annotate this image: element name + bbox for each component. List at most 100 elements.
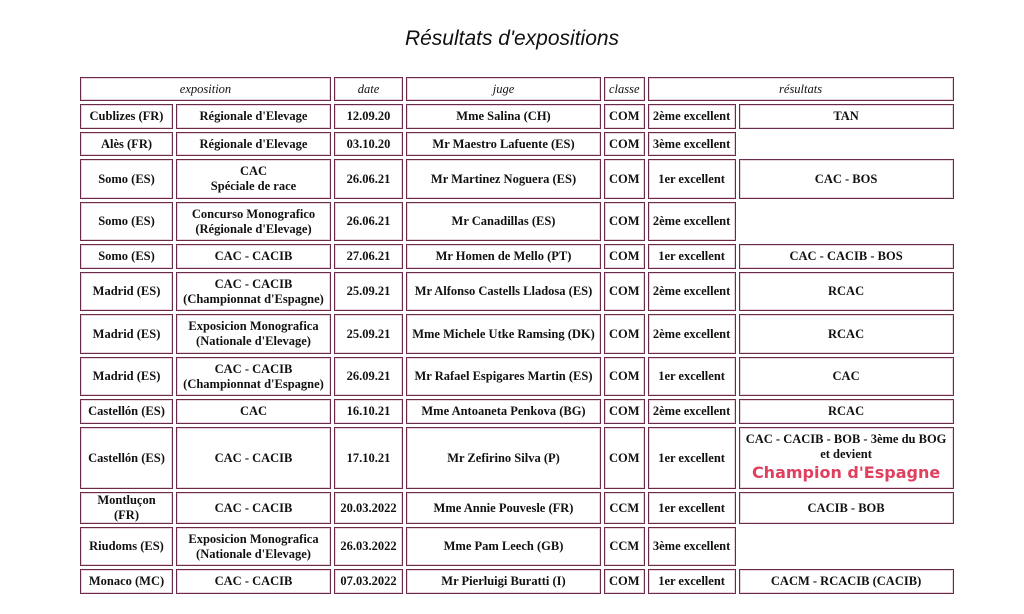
qualification: 3ème excellent: [652, 539, 731, 553]
date-cell: 26.06.21: [334, 202, 403, 241]
juge: Mr Maestro Lafuente (ES): [432, 136, 575, 151]
lieu: Monaco (MC): [88, 574, 165, 588]
qualif-cell: 1er excellent: [647, 427, 736, 489]
qualification: 1er excellent: [658, 249, 725, 263]
type-line: Exposicion Monografica: [188, 319, 319, 333]
classe-cell: COM: [604, 132, 645, 156]
type-line: (Championnat d'Espagne): [183, 376, 324, 391]
resultat-line: RCAC: [828, 326, 865, 341]
qualification: 1er excellent: [658, 574, 725, 588]
lieu-cell: Madrid (ES): [80, 272, 173, 311]
qualification: 1er excellent: [658, 171, 725, 186]
classe-cell: COM: [604, 357, 645, 396]
date-cell: 26.09.21: [334, 357, 403, 396]
lieu: Alès (FR): [100, 136, 153, 151]
qualification: 1er excellent: [658, 500, 725, 515]
juge-cell: Mme Annie Pouvesle (FR): [406, 492, 601, 524]
classe: COM: [609, 404, 640, 418]
qualif-cell: 1er excellent: [647, 569, 736, 594]
type-cell: CAC - CACIB: [176, 569, 331, 594]
date: 26.06.21: [346, 171, 391, 186]
type-line: CAC - CACIB: [214, 276, 293, 291]
table-row: Monaco (MC) CAC - CACIB 07.03.2022 Mr Pierl…: [80, 569, 954, 594]
type-cell: CAC - CACIB (Championnat d'Espagne): [176, 272, 331, 311]
lieu-cell: Somo (ES): [80, 244, 173, 269]
resultat-cell: RCAC: [738, 314, 954, 354]
resultat-line: CACM - RCACIB (CACIB): [770, 574, 922, 588]
resultat-cell: RCAC: [738, 399, 954, 424]
header-classe: classe: [604, 77, 645, 101]
type-cell: Concurso Monografico (Régionale d'Elevage…: [176, 202, 331, 241]
lieu-cell: Castellón (ES): [80, 399, 173, 424]
qualification: 2ème excellent: [652, 109, 731, 123]
table-row: Cublizes (FR) Régionale d'Elevage 12.09.20…: [80, 104, 954, 129]
page-title: Résultats d'expositions: [404, 27, 620, 50]
type-line: CAC - CACIB: [214, 450, 293, 465]
type-line: (Nationale d'Elevage): [196, 334, 311, 348]
juge: Mr Pierluigi Buratti (I): [441, 574, 566, 588]
classe: COM: [609, 171, 640, 186]
resultat-cell: [738, 132, 954, 156]
date: 26.03.2022: [340, 539, 397, 553]
date: 20.03.2022: [340, 500, 397, 515]
date-cell: 20.03.2022: [334, 492, 403, 524]
resultat-line: RCAC: [828, 404, 865, 418]
date-cell: 25.09.21: [334, 314, 403, 354]
classe: COM: [609, 136, 640, 151]
type-cell: Régionale d'Elevage: [176, 104, 331, 129]
type-cell: Régionale d'Elevage: [176, 132, 331, 156]
lieu-cell: Somo (ES): [80, 159, 173, 199]
resultat-line: CAC - CACIB - BOB - 3ème du BOG: [745, 432, 947, 446]
juge-cell: Mr Homen de Mello (PT): [406, 244, 601, 269]
header-resultats: résultats: [647, 77, 954, 101]
table-row: Riudoms (ES) Exposicion Monografica (Natio…: [80, 527, 954, 566]
lieu-cell: Castellón (ES): [80, 427, 173, 489]
classe-cell: CCM: [604, 492, 645, 524]
classe-cell: COM: [604, 569, 645, 594]
classe: COM: [609, 450, 640, 465]
table-row: Madrid (ES) Exposicion Monografica (Nation…: [80, 314, 954, 354]
date-cell: 12.09.20: [334, 104, 403, 129]
qualif-cell: 1er excellent: [647, 492, 736, 524]
table-row: Madrid (ES) CAC - CACIB (Championnat d'Esp…: [80, 357, 954, 396]
date: 17.10.21: [346, 450, 391, 465]
type-line: CAC - CACIB: [214, 500, 293, 515]
juge-cell: Mme Michele Utke Ramsing (DK): [406, 314, 601, 354]
classe: COM: [609, 574, 640, 588]
type-cell: CAC - CACIB (Championnat d'Espagne): [176, 357, 331, 396]
qualification: 2ème excellent: [652, 326, 731, 341]
qualification: 1er excellent: [658, 369, 725, 383]
classe-cell: COM: [604, 104, 645, 129]
classe-cell: COM: [604, 244, 645, 269]
type-line: Exposicion Monografica: [188, 531, 319, 546]
type-cell: CAC - CACIB: [176, 427, 331, 489]
type-line: CAC: [239, 164, 268, 178]
juge-cell: Mr Pierluigi Buratti (I): [406, 569, 601, 594]
lieu-cell: Cublizes (FR): [80, 104, 173, 129]
qualif-cell: 3ème excellent: [647, 527, 736, 566]
type-line: (Nationale d'Elevage): [196, 546, 311, 561]
juge: Mr Rafael Espigares Martin (ES): [414, 369, 593, 383]
resultat-cell: CACM - RCACIB (CACIB): [738, 569, 954, 594]
classe-cell: COM: [604, 159, 645, 199]
classe: COM: [609, 249, 640, 263]
juge-cell: Mme Antoaneta Penkova (BG): [406, 399, 601, 424]
lieu: Montluçon (FR): [97, 493, 156, 522]
resultat-line: TAN: [833, 109, 859, 123]
lieu-cell: Riudoms (ES): [80, 527, 173, 566]
lieu: Somo (ES): [98, 249, 155, 263]
type-line: CAC: [239, 404, 268, 418]
date-cell: 25.09.21: [334, 272, 403, 311]
classe: COM: [609, 109, 640, 123]
lieu: Riudoms (ES): [89, 539, 164, 553]
qualif-cell: 2ème excellent: [647, 314, 736, 354]
type-line: Spéciale de race: [210, 179, 297, 193]
resultat-line: CAC - BOS: [814, 171, 878, 186]
qualif-cell: 1er excellent: [647, 244, 736, 269]
date: 26.06.21: [346, 214, 391, 228]
type-line: (Régionale d'Elevage): [195, 221, 312, 236]
table-row: Alès (FR) Régionale d'Elevage 03.10.20 Mr M…: [80, 132, 954, 156]
date-cell: 27.06.21: [334, 244, 403, 269]
lieu: Madrid (ES): [92, 284, 161, 298]
classe-cell: COM: [604, 399, 645, 424]
